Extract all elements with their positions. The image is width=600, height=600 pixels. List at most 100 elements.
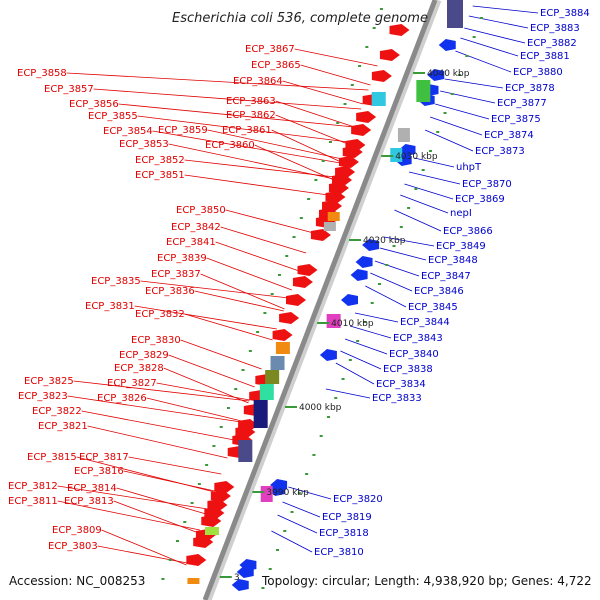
forward-label-leader — [156, 382, 250, 401]
minor-tick-mark — [285, 255, 289, 257]
reverse-gene-label: ECP_3840 — [389, 349, 439, 360]
forward-gene-arrow — [338, 156, 359, 168]
reverse-gene-label: ECP_3848 — [428, 255, 478, 266]
forward-gene-label: ECP_3827 — [107, 378, 157, 389]
minor-tick-mark — [312, 454, 316, 456]
minor-tick-mark — [261, 587, 265, 589]
forward-gene-arrow — [201, 515, 222, 527]
minor-tick-mark — [350, 84, 354, 86]
minor-tick-mark — [263, 312, 267, 314]
reverse-gene-label: ECP_3845 — [408, 302, 458, 313]
reverse-gene-label: ECP_3878 — [505, 83, 555, 94]
forward-label-leader — [67, 395, 242, 423]
gene-block — [265, 370, 280, 384]
minor-tick-mark — [443, 112, 447, 114]
reverse-label-leader — [374, 260, 420, 277]
forward-gene-arrow — [342, 146, 363, 158]
reverse-gene-label: ECP_3873 — [475, 146, 525, 157]
minor-tick-mark — [241, 369, 245, 371]
forward-label-leader — [168, 354, 255, 388]
gene-block — [238, 440, 253, 462]
minor-tick-mark — [197, 483, 201, 485]
forward-gene-label: ECP_3828 — [114, 363, 164, 374]
scale-tick-label: 4040 kbp — [427, 69, 470, 79]
reverse-gene-label: nepI — [450, 208, 472, 219]
forward-gene-arrow — [292, 276, 313, 288]
minor-tick-mark — [212, 445, 216, 447]
gene-block — [259, 384, 274, 400]
minor-tick-mark — [334, 397, 338, 399]
minor-tick-mark — [472, 36, 476, 38]
reverse-gene-label: ECP_3881 — [520, 51, 570, 62]
minor-tick-mark — [421, 169, 425, 171]
forward-gene-arrow — [325, 191, 346, 203]
minor-tick-mark — [385, 264, 389, 266]
reverse-gene-label: ECP_3819 — [322, 512, 372, 523]
reverse-label-leader — [335, 362, 375, 385]
forward-label-leader — [207, 129, 343, 160]
gene-block — [323, 222, 336, 231]
reverse-gene-label: ECP_3810 — [314, 547, 364, 558]
gene-block — [447, 0, 463, 28]
forward-gene-label: ECP_3863 — [226, 96, 276, 107]
reverse-gene-label: ECP_3820 — [333, 494, 383, 505]
forward-label-leader — [152, 130, 341, 164]
forward-gene-label: ECP_3812 — [8, 481, 58, 492]
forward-gene-arrow — [186, 554, 207, 566]
reverse-gene-label: ECP_3884 — [540, 8, 590, 19]
accession-text: Accession: NC_008253 — [9, 574, 146, 588]
gene-block — [260, 486, 273, 502]
minor-tick-mark — [370, 302, 374, 304]
forward-label-leader — [184, 159, 336, 178]
minor-tick-mark — [365, 46, 369, 48]
reverse-gene-label: ECP_3847 — [421, 271, 471, 282]
minor-tick-mark — [336, 122, 340, 124]
minor-tick-mark — [348, 359, 352, 361]
reverse-label-leader — [404, 183, 454, 200]
forward-label-leader — [194, 290, 284, 312]
gene-labels: ECP_3867 ECP_3865 ECP_3864 ECP_3863 ECP_3862… — [8, 8, 590, 558]
minor-tick-mark — [407, 207, 411, 209]
forward-gene-label: ECP_3864 — [233, 76, 283, 87]
reverse-label-leader — [370, 272, 413, 292]
minor-tick-mark — [436, 131, 440, 133]
forward-gene-arrow — [351, 124, 372, 136]
forward-gene-label: ECP_3851 — [135, 170, 185, 181]
forward-label-leader — [184, 174, 329, 196]
minor-tick-mark — [270, 293, 274, 295]
minor-tick-mark — [379, 8, 383, 10]
minor-tick-mark — [358, 65, 362, 67]
forward-label-leader — [113, 500, 199, 534]
minor-tick-mark — [314, 179, 318, 181]
minor-tick-mark — [321, 160, 325, 162]
reverse-gene-arrow — [362, 239, 380, 251]
minor-tick-mark — [190, 502, 194, 504]
minor-tick-mark — [283, 530, 287, 532]
scale-tick-label: 4020 kbp — [363, 236, 406, 246]
forward-gene-arrow — [297, 264, 318, 276]
minor-tick-mark — [372, 27, 376, 29]
forward-label-leader — [168, 143, 335, 180]
forward-label-leader — [128, 456, 222, 475]
minor-tick-mark — [363, 321, 367, 323]
forward-label-leader — [123, 470, 215, 492]
forward-label-leader — [180, 339, 262, 370]
reverse-label-leader — [435, 103, 490, 120]
reverse-label-leader — [408, 171, 461, 185]
gene-block — [187, 578, 200, 584]
gene-block — [253, 400, 268, 428]
forward-label-leader — [275, 114, 348, 145]
reverse-gene-label: ECP_3883 — [530, 23, 580, 34]
gene-block — [270, 356, 285, 370]
minor-tick-mark — [305, 473, 309, 475]
minor-tick-mark — [399, 226, 403, 228]
forward-gene-label: ECP_3837 — [151, 269, 201, 280]
reverse-gene-arrow — [427, 69, 445, 81]
forward-label-leader — [137, 115, 349, 143]
forward-gene-label: ECP_3853 — [119, 139, 169, 150]
forward-gene-label: ECP_3861 — [222, 125, 272, 136]
forward-gene-label: ECP_3862 — [226, 110, 276, 121]
forward-label-leader — [93, 88, 362, 110]
forward-gene-arrow — [193, 536, 214, 548]
scale-tick-label: 4030 kbp — [395, 152, 438, 162]
